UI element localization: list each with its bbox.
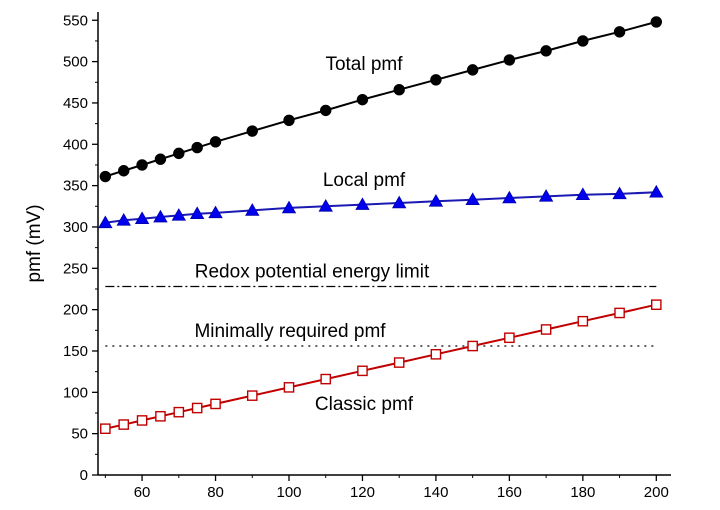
data-point — [355, 197, 370, 210]
data-point — [320, 104, 332, 117]
data-point — [281, 200, 297, 214]
series-label-1: Local pmf — [323, 170, 406, 191]
data-point — [136, 415, 148, 426]
y-tick-label: 350 — [63, 178, 88, 195]
y-tick-label: 500 — [63, 54, 88, 71]
data-point — [649, 184, 664, 198]
data-point — [118, 165, 130, 177]
series-line — [105, 191, 657, 224]
data-point — [191, 402, 203, 414]
data-point — [392, 195, 407, 209]
data-point — [502, 190, 517, 204]
data-point — [577, 315, 589, 327]
data-point — [540, 45, 552, 57]
data-point — [245, 203, 260, 216]
y-tick-label: 150 — [63, 343, 88, 360]
data-point — [116, 213, 131, 226]
data-point — [613, 26, 626, 38]
data-point — [428, 194, 444, 207]
data-point — [283, 382, 295, 393]
data-point — [155, 410, 166, 422]
data-point — [191, 141, 203, 154]
series-label-0: Total pmf — [325, 54, 403, 75]
data-point — [650, 16, 663, 28]
y-tick-label: 450 — [63, 95, 88, 112]
series-0 — [99, 16, 663, 183]
data-point — [614, 307, 625, 319]
x-tick-label: 180 — [570, 484, 595, 501]
data-point — [246, 390, 258, 401]
y-tick-label: 0 — [80, 467, 88, 484]
data-point — [393, 357, 405, 368]
x-tick-label: 200 — [644, 484, 669, 501]
series-2 — [100, 299, 662, 435]
data-point — [318, 198, 333, 212]
y-tick-label: 400 — [63, 136, 88, 153]
series-layer — [98, 16, 664, 435]
data-point — [210, 398, 221, 410]
data-point — [208, 205, 223, 219]
x-tick-label: 120 — [350, 484, 375, 501]
data-point — [173, 406, 185, 418]
data-point — [283, 114, 295, 127]
data-point — [320, 373, 332, 385]
x-tick-label: 140 — [423, 484, 448, 501]
y-tick-label: 50 — [71, 426, 88, 443]
data-point — [538, 189, 554, 202]
data-point — [430, 74, 442, 86]
data-point — [503, 54, 516, 66]
data-point — [246, 125, 258, 137]
y-tick-label: 300 — [63, 219, 88, 236]
x-tick-label: 100 — [276, 484, 301, 501]
data-point — [99, 170, 112, 183]
data-point — [504, 332, 515, 344]
data-point — [209, 136, 222, 148]
data-point — [134, 211, 150, 224]
data-point — [577, 35, 589, 47]
data-point — [356, 93, 369, 106]
data-point — [98, 215, 113, 229]
data-point — [465, 192, 480, 205]
data-point — [612, 186, 627, 200]
data-point — [575, 187, 591, 200]
ref-line-label-1: Minimally required pmf — [194, 321, 386, 342]
data-point — [118, 419, 130, 430]
series-line — [104, 20, 657, 178]
y-axis-label: pmf (mV) — [24, 204, 45, 282]
reference-lines — [105, 285, 657, 347]
series-label-2: Classic pmf — [315, 394, 414, 415]
data-point — [467, 340, 478, 352]
data-point — [136, 159, 148, 171]
data-point — [651, 299, 662, 310]
x-tick-label: 80 — [207, 484, 224, 501]
data-point — [189, 206, 205, 220]
y-tick-label: 100 — [63, 384, 88, 401]
y-tick-label: 200 — [63, 302, 88, 319]
data-point — [357, 365, 368, 377]
data-point — [540, 324, 552, 335]
data-point — [430, 348, 442, 360]
x-tick-label: 160 — [497, 484, 522, 501]
data-point — [393, 84, 405, 96]
data-point — [173, 147, 185, 160]
y-tick-label: 250 — [63, 260, 88, 277]
data-point — [171, 208, 186, 221]
axes: 0 50 100 150 200 250 300 350 400 450 500 550 60 80 100… — [24, 12, 671, 501]
ref-line-label-0: Redox potential energy limit — [195, 261, 430, 282]
data-point — [153, 209, 168, 223]
data-point — [466, 64, 479, 76]
series-1 — [98, 184, 664, 229]
data-point — [154, 153, 167, 165]
annotation-labels: Redox potential energy limit Minimally re… — [194, 54, 430, 415]
y-tick-label: 550 — [63, 12, 88, 29]
x-tick-label: 60 — [134, 484, 151, 501]
data-point — [100, 423, 111, 435]
